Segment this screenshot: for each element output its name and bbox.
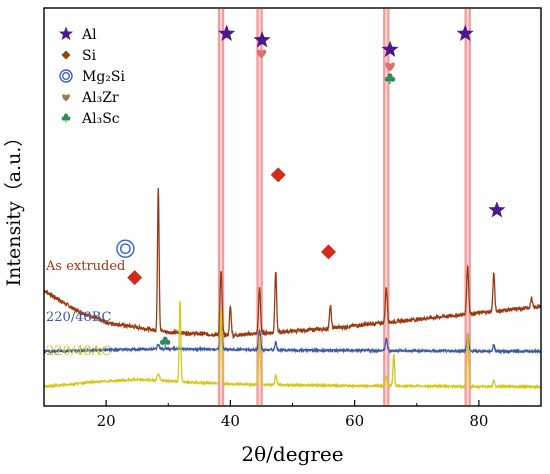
phase-markers [116,24,506,348]
phase-marker-club [384,73,396,85]
phase-marker-star [456,24,474,41]
legend-label: Al₃Zr [81,90,119,106]
series-line [43,187,542,340]
series-label: As extruded [45,259,125,274]
peak-highlight-core [220,9,223,405]
legend-symbol-diamond [61,50,71,60]
phase-marker-star [488,201,506,218]
series-layer [43,187,542,391]
series-labels: As extruded 220/48BC 220/48AC [45,259,125,359]
legend-label: Mg₂Si [82,69,126,85]
highlight-bands [217,9,471,405]
phase-marker-diamond [270,167,286,183]
phase-marker-diamond [127,270,143,286]
phase-marker-club [159,336,171,348]
legend-symbol-heart [62,94,70,102]
legend-symbol-club [61,113,71,123]
phase-marker-star [381,40,399,58]
series-label: 220/48BC [46,310,112,325]
x-tick-label: 60 [345,412,364,430]
peak-highlight-core [385,9,388,405]
y-axis-title: Intensity（a.u.） [3,128,25,287]
x-tick-label: 80 [469,412,488,430]
x-tick-label: 20 [97,412,116,430]
series-line [43,323,542,355]
legend-label: Al [81,27,97,43]
legend-label: Si [82,48,97,64]
phase-marker-diamond [321,244,337,260]
phase-marker-heart [256,49,267,59]
phase-marker-double-circle [116,239,135,258]
series-label: 220/48AC [46,344,111,359]
phase-marker-star [218,24,236,41]
peak-highlight-core [258,9,261,405]
peak-highlight-core [466,9,469,405]
legend-symbol-star [58,26,74,41]
x-axis-title: 2θ/degree [241,442,343,466]
phase-marker-star [253,31,271,48]
legend-label: Al₃Sc [81,111,120,127]
legend: Al Si Mg₂Si Al₃Zr Al₃Sc [58,26,126,127]
x-axis-ticks: 20 40 60 80 [43,400,542,430]
legend-symbol-double-circle [59,69,73,83]
phase-marker-heart [385,62,395,72]
x-tick-label: 40 [221,412,240,430]
series-line [43,300,542,391]
